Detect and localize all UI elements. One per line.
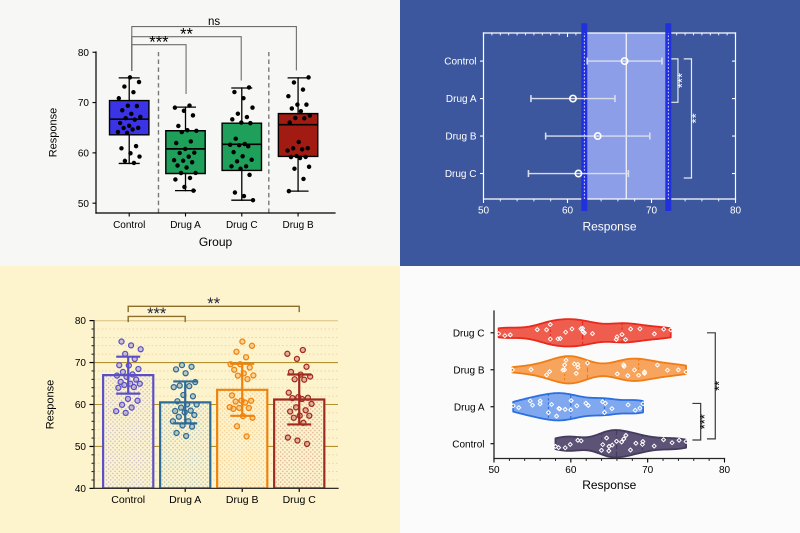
svg-text:80: 80 (719, 465, 731, 476)
svg-text:**: ** (180, 25, 193, 43)
svg-text:50: 50 (488, 465, 500, 476)
svg-text:Drug B: Drug B (283, 220, 314, 231)
svg-text:70: 70 (78, 98, 90, 109)
svg-text:Drug A: Drug A (170, 220, 201, 231)
svg-text:80: 80 (75, 316, 87, 327)
svg-text:***: *** (149, 34, 169, 52)
svg-text:Drug A: Drug A (446, 94, 477, 105)
svg-text:Group: Group (199, 235, 233, 249)
svg-text:***: *** (674, 73, 689, 88)
svg-text:Drug B: Drug B (445, 132, 476, 143)
svg-text:Drug B: Drug B (226, 494, 259, 506)
svg-text:Response: Response (48, 108, 60, 158)
svg-text:70: 70 (646, 206, 658, 217)
svg-text:Control: Control (111, 494, 145, 506)
svg-text:Drug C: Drug C (445, 169, 477, 180)
svg-text:60: 60 (562, 206, 574, 217)
svg-text:Drug C: Drug C (453, 328, 485, 339)
svg-text:70: 70 (642, 465, 654, 476)
svg-text:70: 70 (75, 358, 87, 369)
svg-text:***: *** (147, 305, 167, 323)
svg-text:50: 50 (75, 442, 87, 453)
svg-text:60: 60 (565, 465, 577, 476)
svg-text:Response: Response (582, 478, 636, 492)
svg-text:ns: ns (208, 16, 220, 28)
svg-text:Control: Control (113, 220, 145, 231)
svg-text:Drug C: Drug C (283, 494, 317, 506)
svg-text:**: ** (689, 113, 704, 123)
svg-text:50: 50 (78, 199, 90, 210)
svg-text:50: 50 (478, 206, 490, 217)
svg-text:Control: Control (452, 439, 484, 450)
svg-text:Response: Response (582, 220, 636, 234)
svg-text:Drug C: Drug C (226, 220, 258, 231)
svg-text:60: 60 (75, 400, 87, 411)
svg-text:60: 60 (78, 149, 90, 160)
svg-text:***: *** (697, 414, 712, 429)
svg-text:Drug A: Drug A (454, 402, 485, 413)
svg-text:Drug B: Drug B (453, 365, 484, 376)
svg-text:**: ** (711, 381, 726, 391)
svg-text:**: ** (207, 295, 220, 313)
svg-text:40: 40 (75, 484, 87, 495)
svg-text:80: 80 (730, 206, 742, 217)
svg-text:80: 80 (78, 48, 90, 59)
svg-text:Drug A: Drug A (169, 494, 201, 506)
svg-text:Control: Control (444, 57, 476, 68)
svg-text:Response: Response (45, 380, 57, 430)
